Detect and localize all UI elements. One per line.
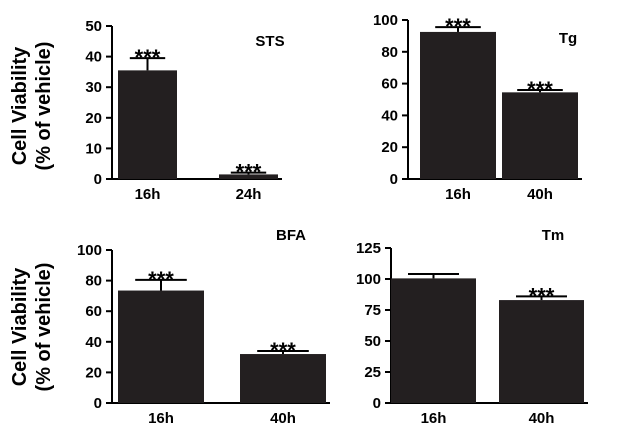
- y-axis-label-bottom-line1: Cell Viability: [9, 267, 31, 386]
- bar-40h: [499, 300, 584, 403]
- bar-40h: [502, 92, 578, 179]
- y-tick-label: 60: [381, 76, 398, 93]
- y-tick-label: 0: [94, 171, 102, 188]
- y-tick-label: 0: [390, 171, 398, 188]
- chart-title: Tm: [542, 227, 565, 244]
- y-tick-label: 80: [381, 44, 398, 61]
- y-tick-label: 0: [373, 395, 381, 412]
- y-tick-label: 100: [356, 271, 381, 288]
- y-tick-label: 125: [356, 240, 381, 257]
- x-tick-label: 40h: [529, 410, 555, 427]
- x-tick-label: 16h: [135, 186, 161, 203]
- y-axis-label-bottom-line2: (% of vehicle): [33, 263, 55, 392]
- y-tick-label: 100: [373, 12, 398, 29]
- significance-marker: ***: [527, 77, 553, 102]
- y-tick-label: 50: [364, 333, 381, 350]
- bar-24h: [219, 174, 278, 179]
- y-tick-label: 20: [381, 139, 398, 156]
- y-tick-label: 40: [85, 49, 102, 66]
- chart-panel-tm: 0 25 50 75 100 125 16h *** 40h Tm: [356, 227, 588, 427]
- y-tick-label: 80: [85, 273, 102, 290]
- x-tick-label: 16h: [421, 410, 447, 427]
- x-tick-label: 40h: [527, 186, 553, 203]
- chart-title: STS: [255, 33, 284, 50]
- significance-marker: ***: [236, 160, 262, 185]
- y-axis-label-top-line1: Cell Viability: [9, 46, 31, 165]
- y-axis-label-top-line2: (% of vehicle): [33, 42, 55, 171]
- chart-panel-bfa: 0 20 40 60 80 100 *** 16h *** 40h BFA: [77, 227, 330, 427]
- y-tick-label: 60: [85, 303, 102, 320]
- chart-panel-tg: 0 20 40 60 80 100 *** 16h *** 40h Tg: [373, 12, 582, 203]
- significance-marker: ***: [135, 45, 161, 70]
- chart-title: Tg: [559, 30, 577, 47]
- bar-16h: [391, 278, 476, 403]
- y-tick-label: 20: [85, 364, 102, 381]
- y-tick-label: 20: [85, 110, 102, 127]
- significance-marker: ***: [445, 14, 471, 39]
- bar-16h: [118, 70, 177, 179]
- x-tick-label: 16h: [148, 410, 174, 427]
- bar-16h: [420, 31, 496, 179]
- y-tick-label: 100: [77, 242, 102, 259]
- y-tick-label: 30: [85, 79, 102, 96]
- y-tick-label: 0: [94, 395, 102, 412]
- significance-marker: ***: [529, 283, 555, 308]
- y-tick-label: 10: [85, 140, 102, 157]
- bar-16h: [118, 290, 204, 403]
- y-tick-label: 50: [85, 18, 102, 35]
- significance-marker: ***: [148, 267, 174, 292]
- x-tick-label: 40h: [270, 410, 296, 427]
- significance-marker: ***: [270, 338, 296, 363]
- x-tick-label: 24h: [236, 186, 262, 203]
- chart-title: BFA: [276, 227, 306, 244]
- y-tick-label: 40: [85, 334, 102, 351]
- y-tick-label: 40: [381, 107, 398, 124]
- x-tick-label: 16h: [445, 186, 471, 203]
- y-tick-label: 25: [364, 364, 381, 381]
- bar-40h: [240, 354, 326, 403]
- y-tick-label: 75: [364, 302, 381, 319]
